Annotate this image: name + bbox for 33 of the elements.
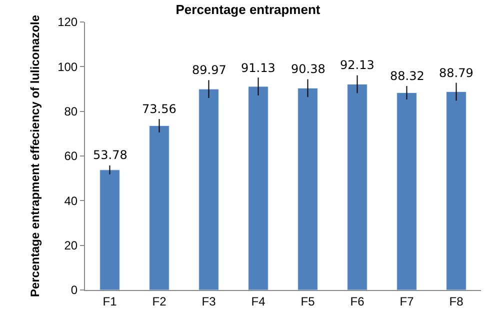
x-tick-label: F5 — [300, 294, 316, 308]
chart-title: Percentage entrapment — [176, 2, 321, 17]
data-label: 89.97 — [192, 63, 226, 77]
x-tick-label: F7 — [400, 294, 414, 308]
bar — [149, 125, 170, 290]
y-tick-label: 120 — [58, 15, 78, 30]
bar — [347, 84, 368, 290]
y-tick-label: 100 — [58, 60, 78, 74]
data-label: 90.38 — [291, 62, 326, 76]
bar — [298, 88, 318, 290]
x-tick-label: F2 — [152, 294, 167, 308]
y-tick-label: 60 — [64, 149, 78, 164]
data-label: 92.13 — [340, 58, 374, 72]
data-label: 73.56 — [142, 102, 176, 116]
bar — [396, 92, 417, 290]
x-tick-label: F6 — [350, 294, 365, 308]
y-axis-title: Percentage entrapment effeciency of luliconazole — [28, 14, 42, 298]
x-tick-label: F4 — [251, 294, 266, 308]
bar — [100, 170, 120, 290]
bar — [198, 88, 219, 290]
y-tick-label: 80 — [64, 104, 78, 119]
data-label: 91.13 — [241, 61, 276, 75]
y-tick-label: 40 — [64, 194, 78, 208]
bar — [446, 91, 466, 290]
y-tick-label: 0 — [70, 283, 78, 298]
data-label: 88.32 — [390, 69, 424, 83]
bar — [248, 86, 268, 290]
data-label: 53.78 — [93, 148, 128, 162]
x-tick-label: F1 — [102, 294, 118, 308]
data-label: 88.79 — [439, 66, 474, 80]
y-tick-label: 20 — [64, 238, 78, 253]
x-tick-label: F3 — [202, 294, 216, 308]
x-tick-label: F8 — [449, 294, 464, 308]
